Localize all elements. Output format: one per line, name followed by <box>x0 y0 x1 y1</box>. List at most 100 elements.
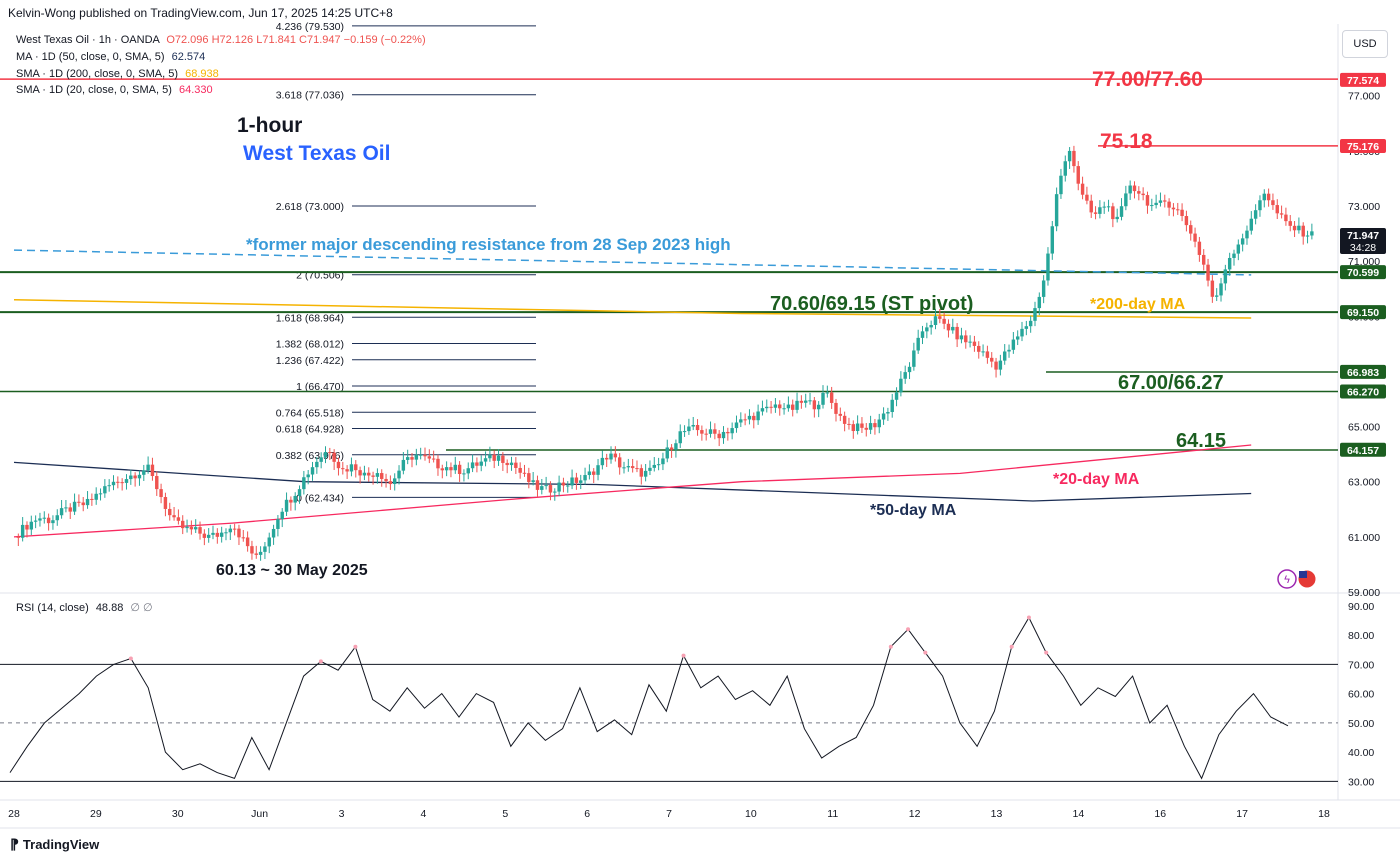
candle-body <box>1310 231 1314 236</box>
candle-body <box>362 472 367 476</box>
candle-body <box>1167 201 1171 208</box>
candle-body <box>453 464 457 471</box>
legend-rsi: RSI (14, close) <box>16 602 89 614</box>
candle-body <box>951 326 955 331</box>
candle-body <box>103 486 107 494</box>
candle-body <box>964 335 968 343</box>
swing-low-label: 60.13 ~ 30 May 2025 <box>216 562 368 579</box>
candle-body <box>509 462 514 466</box>
candle-body <box>232 528 237 530</box>
candle-body <box>388 481 393 485</box>
candle-body <box>847 423 851 425</box>
candle-body <box>617 457 622 468</box>
fib-label: 1.382 (68.012) <box>276 339 344 351</box>
candle-body <box>825 392 830 394</box>
candle-body <box>1002 351 1007 361</box>
candle-body <box>1028 320 1033 327</box>
candle-body <box>920 331 925 338</box>
rsi-overbought-mark <box>353 644 358 649</box>
price-tag <box>1340 72 1386 87</box>
candle-body <box>985 351 990 358</box>
time-tick-label: 30 <box>172 808 184 820</box>
lightning-glyph: ϟ <box>1284 574 1290 586</box>
candle-body <box>68 507 72 512</box>
candle-body <box>302 477 306 490</box>
candle-body <box>795 400 799 410</box>
candle-body <box>886 412 890 414</box>
legend-symbol-row[interactable]: West Texas Oil · 1h · OANDA O72.096 H72.… <box>16 34 426 46</box>
candle-body <box>665 447 669 459</box>
candle-body <box>20 524 25 538</box>
fib-label: 1.236 (67.422) <box>276 355 344 367</box>
candle-body <box>994 361 998 370</box>
candle-body <box>176 517 181 521</box>
candle-body <box>717 433 721 439</box>
legend-ma20-row[interactable]: SMA · 1D (20, close, 0, SMA, 5) 64.330 <box>16 84 213 96</box>
price-axis[interactable]: 77.00075.00073.00071.00069.00067.00065.0… <box>1340 72 1386 599</box>
candle-body <box>635 468 639 470</box>
rsi-tick-label: 50.00 <box>1348 718 1374 730</box>
legend-rsi-row[interactable]: RSI (14, close) 48.88 ∅ ∅ <box>16 601 153 614</box>
candle-body <box>211 532 215 535</box>
candle-body <box>77 501 81 503</box>
candle-body <box>215 532 220 537</box>
legend-ma200-value: 68.938 <box>185 68 219 80</box>
price-tag-label: 70.599 <box>1347 267 1379 279</box>
candle-body <box>674 443 678 450</box>
candle-body <box>1176 209 1180 211</box>
candle-body <box>734 422 739 429</box>
legend-ma50-row[interactable]: MA · 1D (50, close, 0, SMA, 5) 62.574 <box>16 51 205 63</box>
legend-ma200: SMA · 1D (200, close, 0, SMA, 5) <box>16 68 179 80</box>
candle-body <box>600 457 605 466</box>
candle-body <box>483 458 488 462</box>
candle-body <box>142 470 146 475</box>
candle-body <box>90 498 94 500</box>
rsi-overbought-mark <box>906 627 911 632</box>
flag-icons[interactable]: ϟ <box>1277 569 1317 589</box>
candle-body <box>596 465 600 475</box>
candle-body <box>1292 225 1297 231</box>
candle-body <box>553 491 557 493</box>
candle-body <box>535 480 540 490</box>
candle-body <box>224 532 228 534</box>
candle-body <box>855 423 860 432</box>
candle-body <box>1206 264 1210 281</box>
candle-body <box>1214 295 1219 297</box>
pivot-label: 70.60/69.15 (ST pivot) <box>770 293 973 315</box>
candle-body <box>1266 193 1271 201</box>
price-tag <box>1340 138 1386 153</box>
candle-body <box>349 464 354 472</box>
candle-body <box>85 498 90 506</box>
currency-button[interactable]: USD <box>1342 30 1388 58</box>
candle-body <box>488 454 492 459</box>
time-tick-label: 3 <box>339 808 345 820</box>
footer-brand[interactable]: ⁋ TradingView <box>10 836 99 853</box>
candle-body <box>786 404 791 409</box>
candle-body <box>1072 150 1076 167</box>
legend-ma20-value: 64.330 <box>178 84 213 96</box>
candle-body <box>46 517 51 524</box>
candle-body <box>890 399 894 413</box>
price-tick-label: 61.000 <box>1348 532 1380 544</box>
rsi-tick-label: 60.00 <box>1348 689 1374 701</box>
time-tick-label: 12 <box>909 808 921 820</box>
legend-ma200-row[interactable]: SMA · 1D (200, close, 0, SMA, 5) 68.938 <box>16 68 219 80</box>
candle-body <box>436 458 440 469</box>
legend-symbol: West Texas Oil · 1h · OANDA <box>16 34 160 46</box>
candle-body <box>1275 205 1279 214</box>
price-tag <box>1340 265 1386 280</box>
time-axis[interactable]: 28 29 30 Jun 3 4 5 6 7 10 11 12 13 14 16 17 18 <box>8 808 1330 820</box>
candle-body <box>894 392 899 400</box>
candle-body <box>38 518 42 521</box>
candle-body <box>1011 339 1016 350</box>
candle-body <box>1245 230 1249 239</box>
rsi-line <box>9 616 1289 780</box>
candle-body <box>245 537 250 547</box>
candle-body <box>276 519 280 529</box>
candle-body <box>981 351 985 353</box>
candle-body <box>877 419 881 428</box>
candle-body <box>769 406 773 408</box>
ma50-line <box>13 461 1252 502</box>
lightning-icon[interactable] <box>1277 569 1297 589</box>
